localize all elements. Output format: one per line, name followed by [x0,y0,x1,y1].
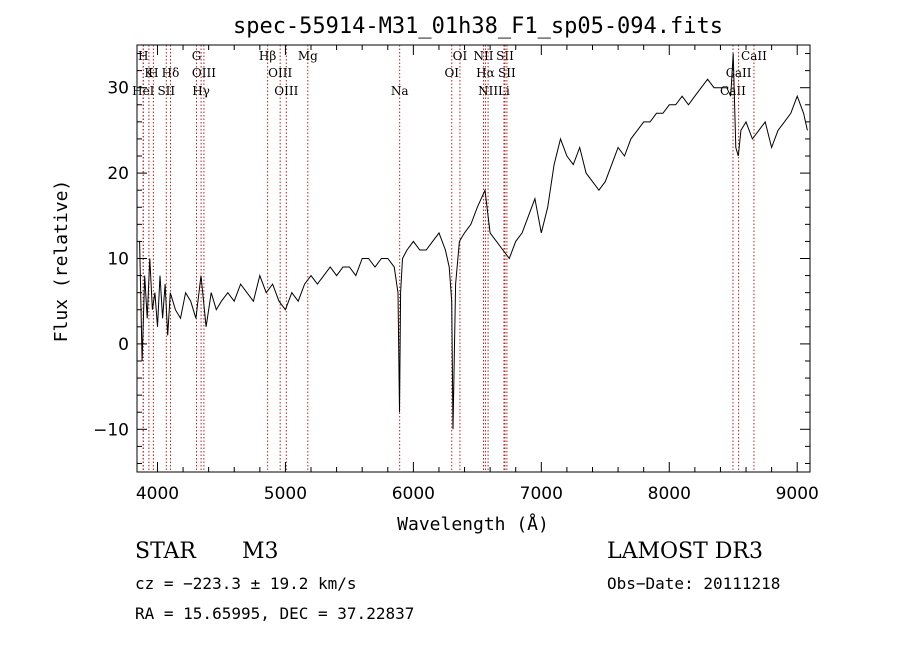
y-tick-label-0: 0 [118,335,129,355]
line-label-15: OI [453,49,468,63]
axes: 4000 5000 6000 7000 8000 9000 −10 0 10 20 30 [93,45,819,504]
line-label-17: Hα [476,66,495,80]
survey-name: LAMOST DR3 [607,539,763,564]
x-tick-label-4000: 4000 [136,484,179,504]
object-subclass: M3 [242,539,279,564]
line-label-3: HeI [132,84,155,98]
line-label-2: H [148,66,158,80]
x-tick-label-7000: 7000 [520,484,563,504]
line-label-1: K [144,66,154,80]
velocity-readout: cz = −223.3 ± 19.2 km/s [135,574,357,593]
line-label-13: Na [391,84,409,98]
line-label-10: OIII [268,66,292,80]
line-label-9: Hβ [259,49,276,63]
line-label-18: NII [478,84,498,98]
line-label-4: SII [157,84,175,98]
line-label-11: OIII [274,84,298,98]
y-axis-label: Flux (relative) [51,180,72,343]
line-label-12: Mg [298,49,318,63]
x-tick-label-9000: 9000 [776,484,819,504]
object-class: STAR [135,539,196,564]
chart-title: spec-55914-M31_01h38_F1_sp05-094.fits [233,14,723,39]
x-tick-label-8000: 8000 [648,484,691,504]
spectrum-line [139,53,808,430]
line-label-20: SII [498,66,516,80]
line-label-8: Hγ [192,84,210,98]
y-tick-label-30: 30 [107,79,129,99]
line-label-16: NII [473,49,493,63]
y-tick-label--10: −10 [93,420,129,440]
coordinates: RA = 15.65995, DEC = 37.22837 [135,604,415,623]
x-axis-label: Wavelength (Å) [397,513,549,535]
line-label-14: OI [444,66,459,80]
line-label-6: G [192,49,202,63]
line-label-7: OIII [192,66,216,80]
line-label-5: Hδ [162,66,180,80]
plot-frame [136,44,811,473]
line-label-19: SII [496,49,514,63]
line-label-24: CaII [741,49,767,63]
line-label-22: CaII [720,84,746,98]
y-tick-label-20: 20 [107,164,129,184]
x-tick-label-5000: 5000 [264,484,307,504]
obs-date: Obs−Date: 20111218 [607,574,781,593]
y-tick-label-10: 10 [107,250,129,270]
line-label-21: Li [498,84,510,98]
x-tick-label-6000: 6000 [392,484,435,504]
spectrum-trace [139,53,808,430]
line-label-23: CaII [726,66,752,80]
